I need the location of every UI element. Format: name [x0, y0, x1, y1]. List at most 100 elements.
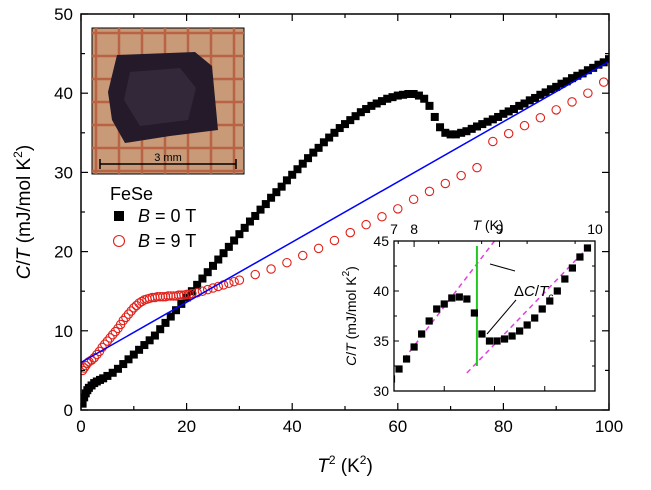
inset-data-point — [523, 321, 531, 329]
crystal-highlight — [124, 68, 196, 126]
legend-entry-label: B = 0 T — [138, 206, 196, 226]
x-tick-label: 20 — [177, 417, 196, 436]
inset-data-point — [410, 343, 418, 351]
data-point-b-9-t — [107, 330, 118, 340]
data-point-b-0-t — [552, 82, 561, 91]
data-point-b-9-t — [551, 105, 561, 115]
data-point-b-9-t — [408, 194, 419, 205]
data-point-b-0-t — [462, 127, 471, 136]
inset-y-axis-label: C/T (mJ/mol K2) — [341, 266, 359, 366]
data-point-b-9-t — [266, 264, 276, 274]
data-point-b-0-t — [499, 109, 508, 118]
data-point-b-0-t — [372, 99, 381, 108]
data-point-b-0-t — [161, 318, 170, 327]
data-point-b-0-t — [135, 345, 144, 354]
data-point-b-0-t — [605, 55, 609, 64]
legend-entry-label: B = 9 T — [138, 231, 196, 251]
inset-extrapolation-line — [466, 247, 589, 374]
data-point-b-9-t — [136, 296, 147, 307]
data-point-b-0-t — [293, 165, 302, 174]
inset-y-tick-label: 35 — [373, 333, 389, 349]
annotation-leader-upper — [489, 263, 516, 272]
data-point-b-9-t — [81, 363, 89, 373]
data-point-b-9-t — [229, 276, 239, 287]
data-point-b-0-t — [314, 143, 323, 152]
inset-data-point — [425, 317, 433, 325]
inset-data-point — [583, 244, 592, 252]
data-point-b-9-t — [282, 257, 292, 268]
data-point-b-9-t — [123, 309, 134, 319]
data-point-b-0-t — [272, 188, 281, 197]
data-point-b-0-t — [557, 79, 566, 88]
sample-label: FeSe — [110, 184, 153, 204]
data-point-b-9-t — [456, 170, 466, 181]
data-point-b-0-t — [599, 58, 608, 67]
data-point-b-0-t — [298, 159, 307, 168]
data-point-b-0-t — [325, 133, 334, 142]
data-point-b-9-t — [345, 227, 356, 238]
inset-data-point — [500, 335, 509, 343]
data-point-b-0-t — [124, 355, 133, 364]
data-point-b-0-t — [193, 280, 202, 289]
data-point-b-9-t — [134, 298, 144, 308]
data-point-b-9-t — [535, 113, 546, 123]
data-point-b-9-t — [440, 178, 451, 189]
data-point-b-0-t — [230, 236, 239, 245]
inset-series-b-0-t — [394, 244, 592, 383]
data-point-b-9-t — [181, 289, 192, 300]
data-point-b-0-t — [515, 101, 524, 110]
inset-data-point — [538, 305, 546, 313]
data-point-b-0-t — [589, 63, 598, 72]
data-point-b-9-t — [519, 120, 530, 131]
x-tick-label: 100 — [595, 417, 623, 436]
data-point-b-0-t — [99, 374, 108, 383]
data-point-b-9-t — [129, 303, 139, 313]
data-point-b-0-t — [436, 123, 445, 132]
data-point-b-0-t — [536, 90, 545, 99]
data-point-b-0-t — [546, 85, 555, 94]
data-point-b-0-t — [140, 341, 149, 350]
photo-scale-label: 3 mm — [154, 152, 182, 164]
main-axes: 0 20 40 60 80 100 0 10 20 30 40 50 — [54, 5, 623, 436]
inset-data-point — [418, 330, 426, 338]
y-axis-label: C/T (mJ/mol K2) — [11, 145, 35, 279]
inset-top-tick-label: 8 — [410, 221, 418, 237]
inset-y-tick-label: 30 — [373, 383, 389, 399]
data-point-b-0-t — [214, 255, 223, 264]
data-point-b-0-t — [240, 223, 249, 232]
data-point-b-0-t — [362, 105, 371, 114]
y-tick-label: 40 — [54, 84, 73, 103]
data-point-b-9-t — [81, 365, 88, 376]
sample-photo-inset: 3 mm — [91, 27, 245, 175]
data-point-b-0-t — [451, 130, 460, 139]
data-point-b-9-t — [234, 275, 245, 285]
inset-data-point — [553, 287, 561, 295]
data-point-b-0-t — [494, 112, 503, 121]
data-point-b-0-t — [219, 249, 228, 258]
data-point-b-0-t — [81, 399, 87, 408]
x-axis-label: T2 (K2) — [317, 453, 373, 477]
inset-data-point — [478, 330, 486, 338]
linear-fit-line — [81, 60, 609, 364]
data-point-b-0-t — [488, 115, 497, 124]
y-tick-label: 0 — [64, 401, 73, 420]
data-point-b-0-t — [420, 94, 429, 103]
data-point-b-0-t — [256, 205, 265, 214]
data-point-b-0-t — [409, 89, 418, 98]
data-point-b-0-t — [356, 108, 365, 117]
data-point-b-0-t — [594, 60, 603, 69]
data-point-b-9-t — [424, 186, 435, 197]
data-point-b-0-t — [309, 148, 318, 157]
data-point-b-0-t — [150, 331, 159, 340]
y-tick-label: 50 — [54, 5, 73, 24]
inset-data-point — [463, 295, 471, 303]
data-point-b-0-t — [251, 211, 260, 220]
data-point-b-0-t — [108, 368, 117, 377]
data-point-b-0-t — [446, 130, 455, 139]
inset-top-tick-label: 10 — [587, 221, 603, 237]
data-point-b-9-t — [567, 97, 577, 107]
data-point-b-0-t — [156, 325, 165, 334]
data-point-b-0-t — [203, 268, 212, 277]
data-point-b-9-t — [208, 283, 218, 293]
